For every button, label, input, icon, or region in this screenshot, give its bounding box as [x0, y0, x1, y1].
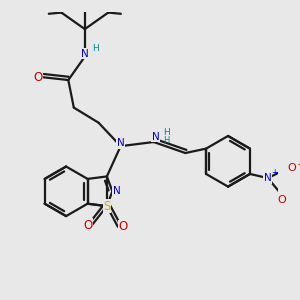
Text: H: H — [164, 136, 170, 145]
Text: -: - — [298, 159, 300, 169]
Text: O: O — [287, 164, 296, 173]
Text: N: N — [152, 131, 160, 142]
Text: O: O — [119, 220, 128, 233]
Text: O: O — [83, 219, 92, 232]
Text: O: O — [277, 195, 286, 205]
Text: S: S — [103, 200, 110, 213]
Text: N: N — [112, 186, 120, 196]
Text: +: + — [271, 167, 277, 176]
Text: N: N — [264, 173, 272, 183]
Text: N: N — [117, 138, 124, 148]
Text: H: H — [92, 44, 99, 53]
Text: N: N — [81, 49, 89, 59]
Text: H: H — [163, 128, 170, 137]
Text: O: O — [33, 71, 43, 84]
